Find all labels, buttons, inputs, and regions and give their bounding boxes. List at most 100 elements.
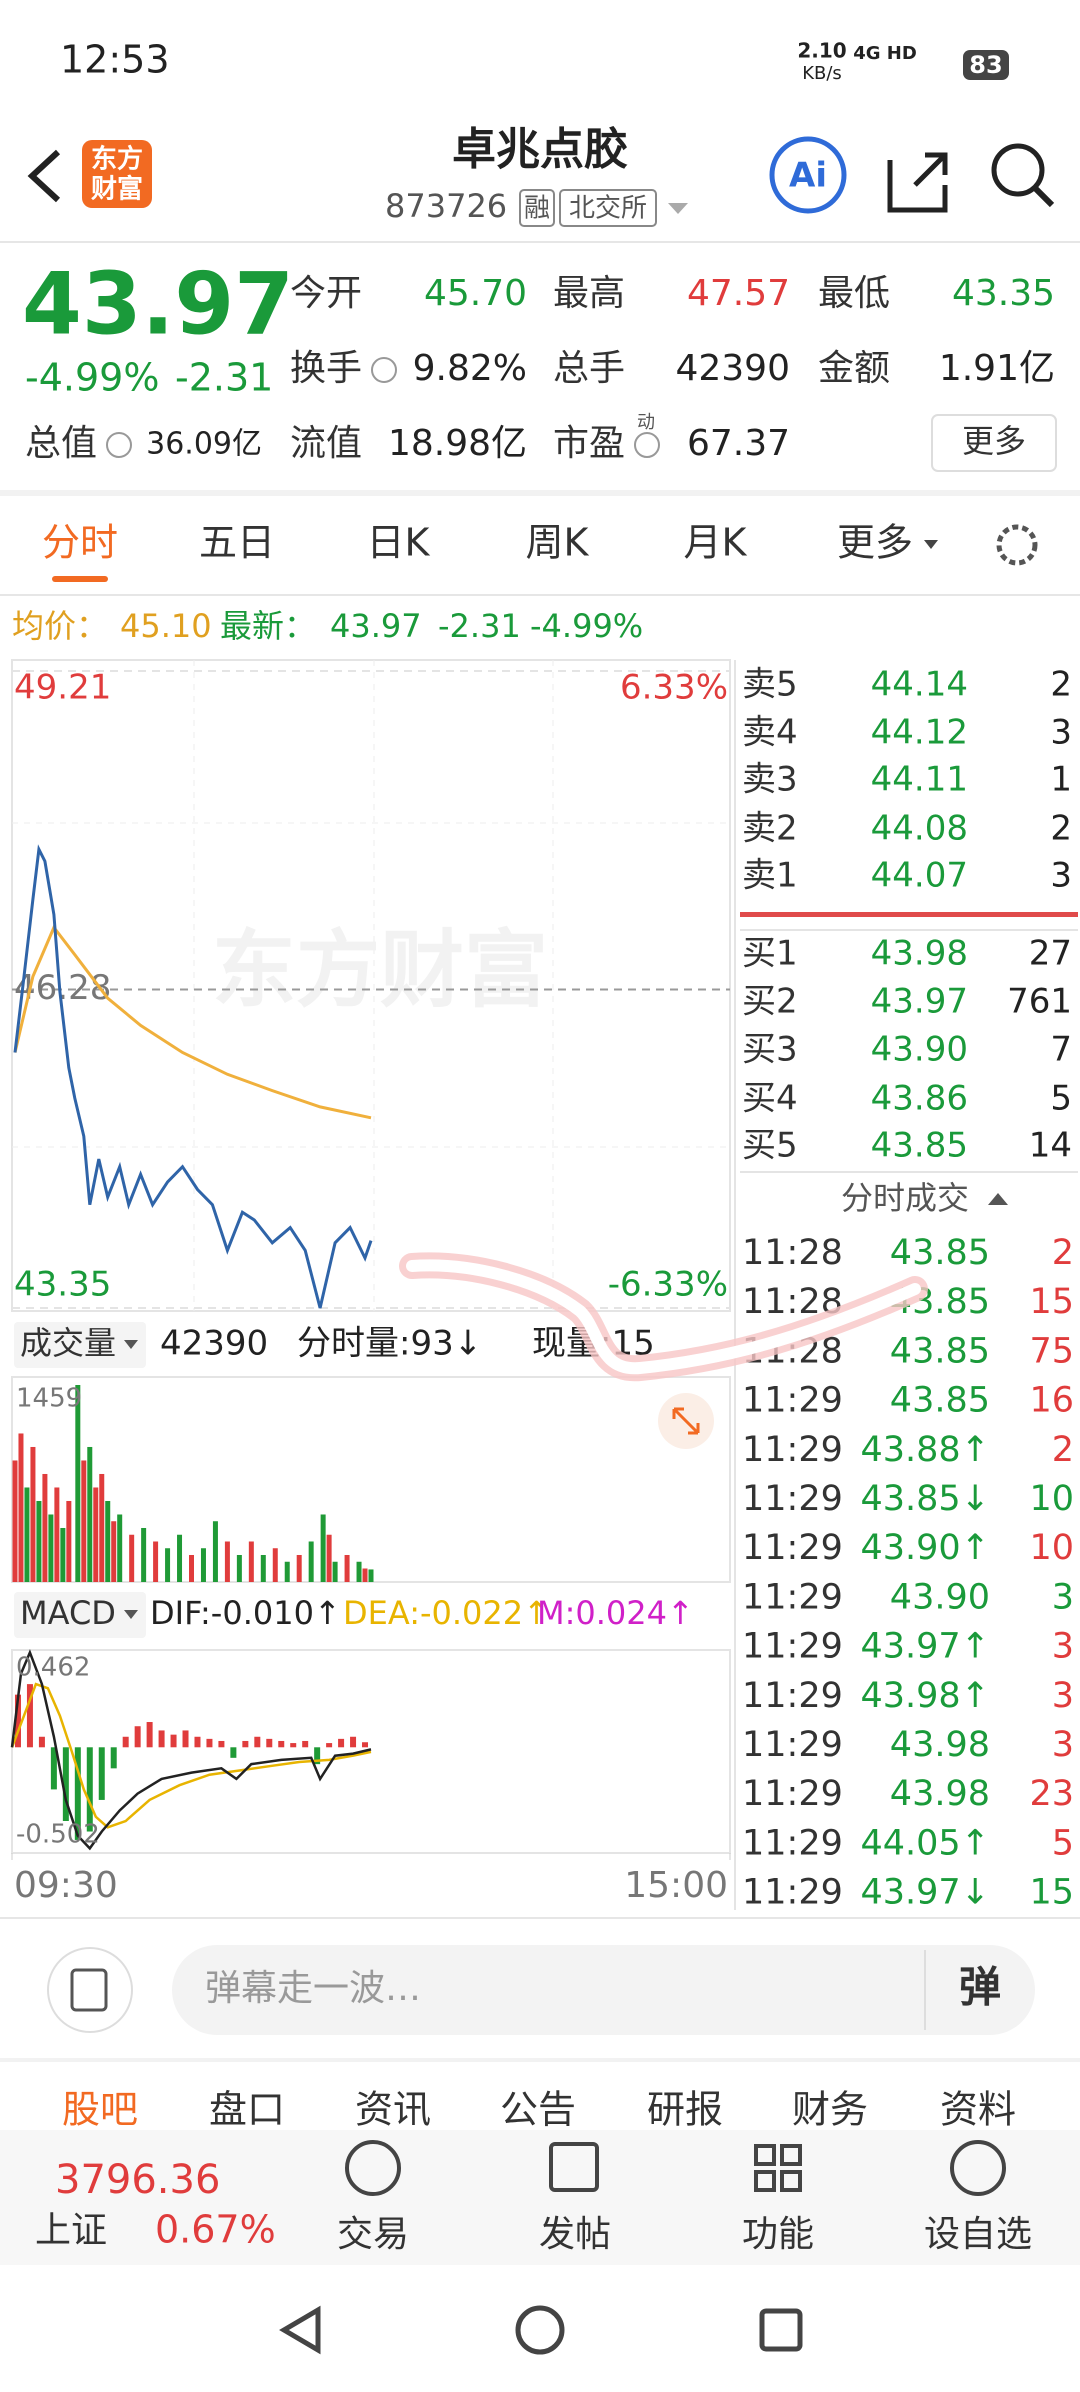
field-value: 36.09亿	[146, 427, 262, 462]
field-value: 1.91亿	[939, 348, 1055, 389]
tag-box	[559, 189, 657, 227]
tab: 更多	[837, 521, 913, 565]
pct-label: 6.33%	[620, 668, 728, 708]
logo	[82, 140, 152, 208]
volume-bar	[129, 1534, 135, 1582]
trade-price: 43.88↑	[860, 1430, 990, 1470]
info-item: 43.97	[330, 607, 422, 645]
field-label: 换手	[290, 348, 362, 389]
trade-time: 11:29	[742, 1873, 843, 1913]
macd-bar	[230, 1747, 237, 1758]
field-label-sup: 动	[637, 412, 655, 433]
section-tab: 资讯	[355, 2088, 431, 2132]
status-network: 4G HD	[853, 43, 917, 64]
search-button[interactable]	[991, 143, 1045, 197]
function-icon	[754, 2144, 776, 2166]
trade-time: 11:29	[742, 1676, 843, 1716]
volume-bar	[93, 1487, 99, 1582]
dropdown	[124, 1340, 138, 1349]
volume-bar	[356, 1561, 362, 1582]
macd-bar	[122, 1736, 129, 1748]
dea-line	[10, 1682, 372, 1829]
trade-volume: 16	[1029, 1381, 1074, 1421]
macd-bar	[134, 1726, 141, 1748]
index-value: 3796.36	[55, 2157, 220, 2203]
book-label: 买5	[742, 1126, 798, 1166]
share-button[interactable]	[887, 152, 948, 213]
status-battery: 83	[969, 51, 1002, 79]
function-icon	[780, 2170, 802, 2192]
search-handle	[1032, 185, 1055, 208]
macd-bar	[50, 1747, 57, 1790]
field-value: 47.57	[687, 273, 790, 314]
macd-label: MACD	[20, 1594, 116, 1632]
volume-bar	[99, 1473, 105, 1582]
macd-bar	[110, 1747, 117, 1769]
settings-button[interactable]	[996, 524, 1038, 566]
nav-home[interactable]	[515, 2305, 565, 2355]
macd-bar	[158, 1730, 165, 1748]
divider	[0, 490, 1080, 496]
trade-time: 11:29	[742, 1577, 843, 1617]
book-price: 43.97	[871, 982, 968, 1022]
volume-bar	[224, 1541, 230, 1582]
field-value: 43.35	[952, 273, 1055, 314]
trade-volume: 15	[1029, 1873, 1074, 1913]
more-button[interactable]	[931, 414, 1057, 472]
tag: 融	[524, 194, 550, 224]
function-icon	[754, 2170, 776, 2192]
macd-bar	[242, 1740, 249, 1748]
trade-price: 43.98↑	[860, 1676, 990, 1716]
macd-bar	[326, 1743, 333, 1748]
y-tick-label: 49.21	[14, 668, 111, 708]
section-tab: 财务	[792, 2088, 868, 2132]
trade-volume: 3	[1052, 1627, 1074, 1667]
danmaku-settings[interactable]	[47, 1947, 133, 2033]
book-price: 44.08	[871, 809, 968, 849]
volume-bar	[320, 1514, 326, 1582]
volume-bar	[284, 1561, 290, 1582]
logo-text: 东方	[91, 144, 143, 175]
volume-bar	[308, 1541, 314, 1582]
info-item: -2.31	[438, 607, 521, 645]
volume-bar	[212, 1521, 218, 1582]
book-price: 43.98	[871, 934, 968, 974]
dif-line	[10, 1649, 372, 1851]
volume-bar	[177, 1534, 183, 1582]
volume-bar	[54, 1487, 60, 1582]
trade-time: 11:29	[742, 1430, 843, 1470]
last-price: 43.97	[22, 254, 294, 354]
book-price: 44.07	[871, 856, 968, 896]
volume-bar	[42, 1473, 48, 1582]
nav-back[interactable]	[279, 2305, 321, 2355]
y-tick-label: 1459	[16, 1384, 82, 1414]
volume-label: 成交量	[20, 1324, 116, 1362]
battery	[963, 50, 1009, 80]
ai-button[interactable]	[769, 136, 847, 214]
book-divider	[740, 912, 1078, 917]
volume-bar	[296, 1554, 302, 1582]
y-tick-label: 0.462	[16, 1653, 90, 1683]
volume-selector[interactable]	[14, 1322, 146, 1368]
book-volume: 3	[1050, 713, 1072, 753]
stock-name: 卓兆点胶	[452, 124, 628, 175]
back-button[interactable]	[27, 149, 61, 203]
change-pct: -4.99%	[25, 356, 159, 400]
macd-bar	[350, 1736, 357, 1748]
macd-frame	[11, 1649, 731, 1854]
nav-recent[interactable]	[759, 2308, 803, 2352]
bottom-nav	[0, 2130, 1080, 2265]
comment-input[interactable]	[172, 1945, 1035, 2035]
field-label: 市盈	[553, 423, 625, 464]
dropdown	[668, 203, 688, 214]
x-tick-label: 09:30	[14, 1865, 118, 1906]
trade-volume: 23	[1029, 1774, 1074, 1814]
macd-bar	[290, 1743, 297, 1748]
macd-selector[interactable]	[14, 1592, 146, 1638]
trade-time: 11:29	[742, 1381, 843, 1421]
field-label: 总手	[553, 348, 625, 389]
nav-item: 发帖	[539, 2214, 611, 2255]
macd-dif: DIF:-0.010↑	[150, 1594, 341, 1632]
